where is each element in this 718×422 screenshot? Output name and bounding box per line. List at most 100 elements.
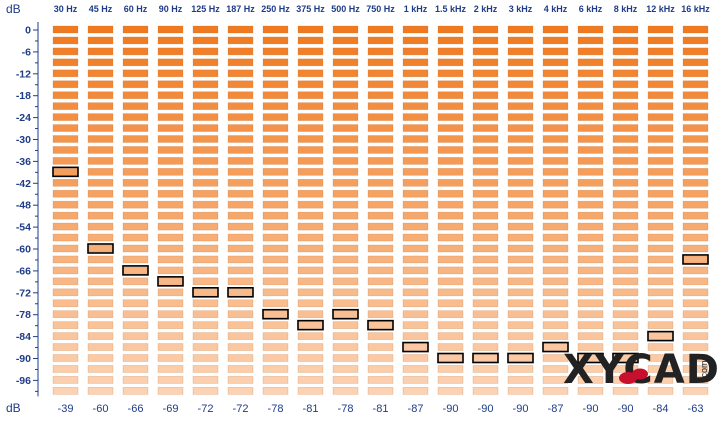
- band-segment: [367, 36, 394, 45]
- band-segment: [227, 387, 254, 395]
- band-segment: [192, 365, 219, 373]
- db-unit-label-bottom: dB: [6, 401, 21, 415]
- band-segment: [507, 288, 534, 297]
- band-column: [367, 25, 394, 395]
- band-segment: [647, 47, 674, 56]
- band-segment: [507, 255, 534, 264]
- band-column: [122, 25, 149, 395]
- band-segment: [297, 58, 324, 67]
- band-segment: [647, 189, 674, 198]
- band-segment: [367, 146, 394, 154]
- band-segment: [437, 211, 464, 220]
- band-segment: [612, 255, 639, 264]
- band-column: [542, 25, 569, 395]
- band-column: [262, 25, 289, 395]
- band-segment: [507, 69, 534, 78]
- band-segment: [157, 321, 184, 329]
- db-tick-label: -6: [22, 46, 31, 58]
- band-segment: [297, 189, 324, 198]
- band-segment: [262, 80, 289, 89]
- band-segment: [332, 211, 359, 220]
- band-segment: [332, 365, 359, 373]
- band-segment: [87, 146, 114, 154]
- band-segment: [577, 299, 604, 308]
- band-column: [682, 25, 709, 395]
- band-segment: [612, 91, 639, 99]
- band-segment: [262, 135, 289, 143]
- band-segment: [402, 179, 429, 187]
- band-segment: [192, 310, 219, 319]
- band-segment: [87, 299, 114, 308]
- band-segment: [52, 91, 79, 99]
- band-segment: [367, 222, 394, 231]
- band-segment: [542, 277, 569, 286]
- band-segment: [647, 113, 674, 121]
- band-segment: [542, 211, 569, 220]
- db-tick-label: -84: [16, 331, 31, 343]
- band-segment: [297, 91, 324, 99]
- band-segment: [367, 189, 394, 198]
- band-segment: [402, 376, 429, 384]
- band-segment: [367, 255, 394, 264]
- band-segment: [87, 233, 114, 242]
- band-segment: [332, 354, 359, 362]
- band-segment: [682, 299, 709, 308]
- band-segment: [297, 277, 324, 286]
- band-segment: [367, 277, 394, 286]
- band-segment: [472, 299, 499, 308]
- band-columns: [52, 25, 709, 395]
- band-segment: [542, 69, 569, 78]
- band-segment: [297, 179, 324, 187]
- band-segment: [612, 299, 639, 308]
- band-segment: [437, 299, 464, 308]
- band-segment: [297, 255, 324, 264]
- band-segment: [52, 124, 79, 132]
- band-segment: [367, 102, 394, 110]
- band-segment: [332, 255, 359, 264]
- band-segment: [612, 102, 639, 110]
- frequency-label: 500 Hz: [331, 4, 360, 14]
- band-segment: [332, 277, 359, 286]
- db-tick-label: -24: [16, 112, 31, 124]
- band-segment: [402, 25, 429, 34]
- band-segment: [192, 387, 219, 395]
- band-segment: [402, 299, 429, 308]
- band-column: [157, 25, 184, 395]
- peak-marker: [157, 276, 184, 287]
- band-segment: [87, 365, 114, 373]
- peak-value-label: -69: [163, 403, 179, 415]
- frequency-label: 30 Hz: [54, 4, 78, 14]
- band-segment: [577, 124, 604, 132]
- band-segment: [332, 146, 359, 154]
- band-segment: [227, 299, 254, 308]
- band-segment: [122, 266, 149, 275]
- band-segment: [472, 387, 499, 395]
- band-segment: [367, 266, 394, 275]
- band-segment: [437, 157, 464, 165]
- band-segment: [297, 354, 324, 362]
- band-segment: [647, 387, 674, 395]
- band-column: [87, 25, 114, 395]
- band-segment: [262, 288, 289, 297]
- band-segment: [577, 343, 604, 351]
- band-segment: [332, 321, 359, 329]
- band-segment: [437, 69, 464, 78]
- band-segment: [472, 288, 499, 297]
- band-segment: [437, 47, 464, 56]
- band-segment: [332, 47, 359, 56]
- band-segment: [122, 124, 149, 132]
- band-segment: [52, 200, 79, 209]
- band-segment: [682, 233, 709, 242]
- band-segment: [52, 321, 79, 329]
- band-segment: [367, 387, 394, 395]
- band-segment: [577, 387, 604, 395]
- band-segment: [507, 376, 534, 384]
- band-segment: [472, 157, 499, 165]
- peak-value-label: -81: [373, 403, 389, 415]
- band-segment: [472, 343, 499, 351]
- band-segment: [157, 310, 184, 319]
- band-segment: [297, 266, 324, 275]
- band-segment: [542, 266, 569, 275]
- band-segment: [682, 146, 709, 154]
- band-segment: [437, 135, 464, 143]
